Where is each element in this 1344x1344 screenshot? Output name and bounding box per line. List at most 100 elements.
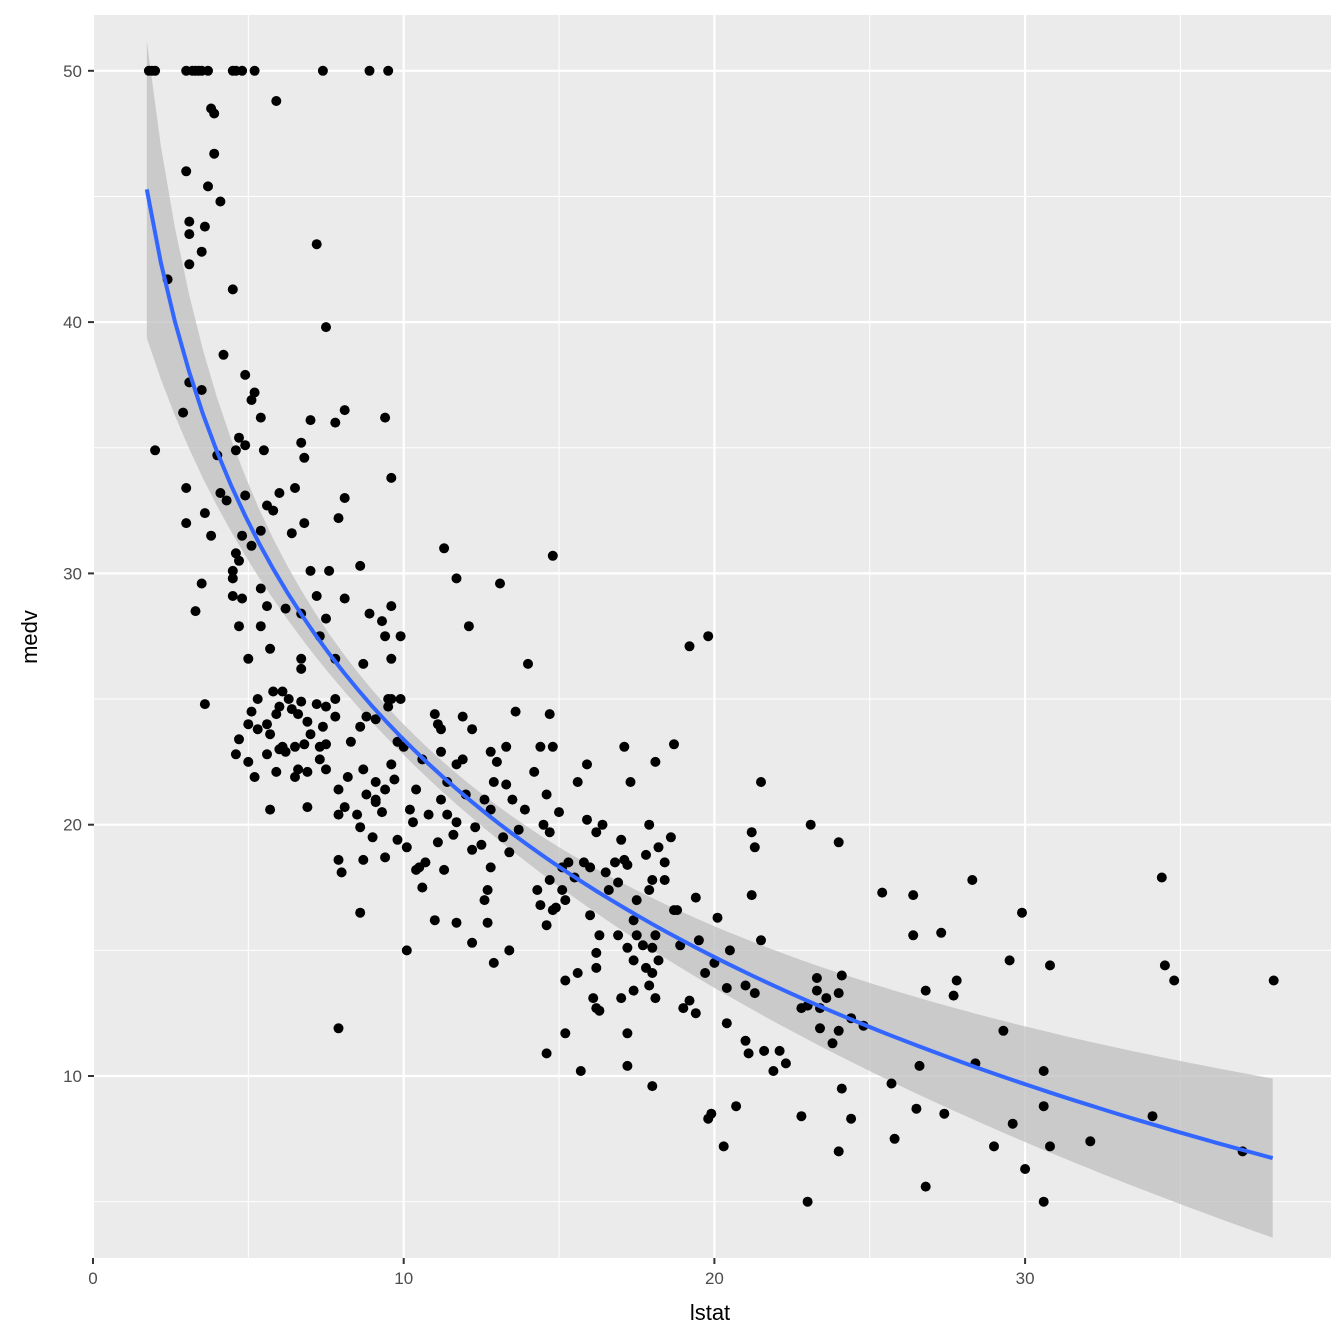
- data-point: [206, 530, 217, 541]
- data-point: [311, 591, 322, 601]
- data-point: [321, 701, 331, 712]
- data-point: [1017, 907, 1027, 918]
- data-point: [333, 809, 344, 820]
- data-point: [358, 854, 369, 865]
- data-point: [311, 239, 322, 250]
- data-point: [227, 573, 238, 584]
- data-point: [203, 181, 213, 192]
- data-point: [644, 885, 655, 895]
- data-point: [429, 709, 440, 720]
- data-point: [498, 832, 509, 843]
- data-point: [451, 759, 462, 770]
- data-point: [386, 601, 397, 612]
- data-point: [361, 789, 372, 800]
- data-point: [1159, 960, 1170, 971]
- data-point: [451, 817, 462, 828]
- data-point: [756, 777, 766, 787]
- data-point: [234, 555, 244, 566]
- data-point: [227, 565, 238, 576]
- data-point: [836, 1083, 847, 1094]
- data-point: [622, 1028, 633, 1039]
- data-point: [227, 284, 238, 295]
- data-point: [243, 653, 254, 664]
- data-point: [380, 412, 391, 423]
- data-point: [364, 65, 375, 76]
- data-point: [488, 777, 499, 787]
- data-point: [628, 955, 639, 966]
- data-point: [759, 1045, 770, 1056]
- data-point: [1085, 1136, 1096, 1147]
- data-point: [209, 108, 220, 119]
- fit-line-group: [144, 189, 1274, 1161]
- data-point: [442, 809, 453, 820]
- y-axis: 10 20 30 40 50: [63, 62, 94, 1086]
- data-point: [181, 166, 192, 177]
- data-point: [249, 65, 260, 76]
- data-point: [199, 699, 210, 710]
- data-point: [383, 701, 394, 712]
- data-point: [299, 739, 310, 750]
- data-point: [296, 437, 307, 448]
- data-point: [557, 885, 568, 895]
- data-point: [411, 864, 422, 875]
- data-point: [240, 440, 251, 451]
- data-point: [637, 940, 648, 951]
- data-point: [286, 528, 297, 539]
- data-point: [178, 407, 189, 418]
- data-point: [296, 653, 307, 664]
- data-point: [647, 875, 658, 885]
- data-point: [650, 756, 661, 767]
- data-point: [597, 819, 608, 830]
- data-point: [619, 741, 630, 752]
- data-point: [846, 1113, 857, 1124]
- data-point: [1045, 1141, 1055, 1152]
- data-point: [554, 807, 564, 818]
- data-point: [877, 887, 888, 898]
- data-point: [541, 1048, 552, 1059]
- data-point: [724, 945, 735, 956]
- data-point: [731, 1101, 742, 1112]
- data-point: [367, 832, 378, 843]
- data-point: [693, 935, 704, 946]
- x-axis-title: lstat: [690, 1300, 730, 1325]
- data-point: [780, 1058, 791, 1069]
- data-point: [572, 968, 583, 978]
- x-tick-label: 20: [705, 1269, 724, 1288]
- data-point: [296, 696, 307, 707]
- data-point: [613, 877, 624, 888]
- data-point: [299, 452, 310, 463]
- data-point: [240, 369, 251, 380]
- data-point: [290, 772, 300, 782]
- data-point: [386, 694, 397, 704]
- data-point: [644, 819, 655, 830]
- data-point: [361, 711, 372, 722]
- data-point: [908, 930, 919, 941]
- data-point: [299, 518, 310, 529]
- data-point: [485, 862, 496, 873]
- data-point: [594, 930, 605, 941]
- data-point: [833, 1025, 844, 1036]
- data-point: [482, 917, 493, 928]
- data-point: [510, 706, 521, 717]
- data-point: [302, 716, 313, 727]
- data-point: [746, 890, 757, 901]
- data-point: [395, 694, 406, 704]
- data-point: [665, 832, 676, 843]
- data-point: [358, 764, 369, 775]
- data-point: [920, 1181, 931, 1192]
- confidence-band: [146, 40, 1273, 1238]
- data-point: [181, 483, 192, 493]
- data-point: [237, 65, 248, 76]
- data-point: [628, 985, 639, 996]
- data-point: [631, 895, 642, 906]
- data-point: [1038, 1196, 1049, 1207]
- data-point: [190, 606, 201, 617]
- data-point: [243, 719, 254, 730]
- data-point: [246, 540, 257, 551]
- data-point: [610, 857, 620, 868]
- data-point: [479, 794, 490, 805]
- data-point: [380, 631, 391, 642]
- x-tick-label: 0: [88, 1269, 97, 1288]
- data-point: [234, 734, 244, 745]
